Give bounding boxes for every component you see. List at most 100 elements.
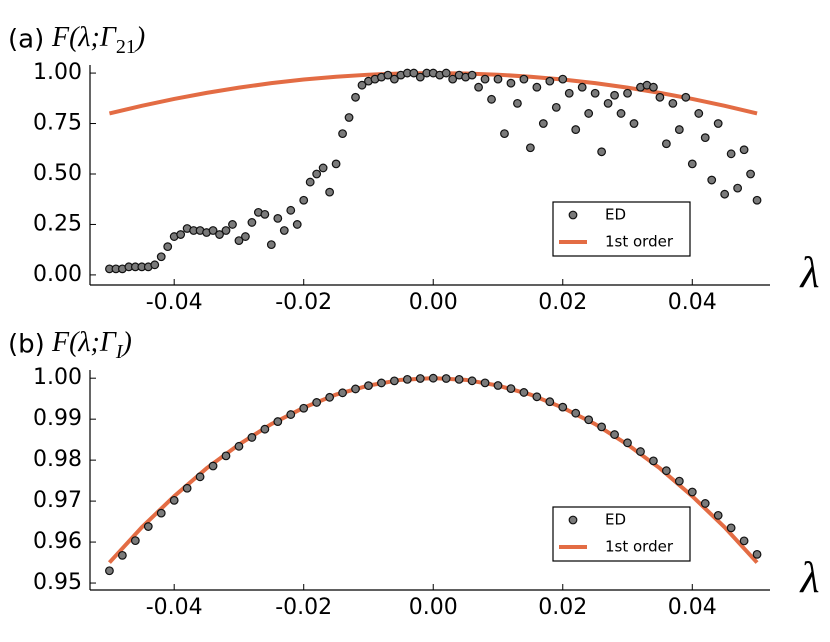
ed-point (299, 195, 309, 205)
ed-point (558, 74, 568, 84)
ed-point (273, 417, 283, 426)
ed-point (713, 510, 723, 520)
ed-point (221, 226, 231, 235)
ed-point (279, 226, 289, 235)
x-tick-label: -0.02 (275, 595, 332, 620)
panel-label: (b) (8, 330, 45, 360)
ed-point (733, 183, 743, 193)
ed-point (500, 129, 509, 139)
x-tick-label: 0.04 (668, 595, 717, 620)
ed-point (597, 147, 607, 157)
y-tick-label: 0.25 (33, 211, 82, 236)
legend-marker (568, 210, 578, 220)
x-tick-label: 0.04 (668, 290, 717, 315)
y-tick-label: 0.96 (33, 529, 82, 554)
ed-point (383, 70, 393, 80)
ed-point (402, 374, 412, 384)
ed-point (571, 408, 581, 418)
ed-point (377, 378, 386, 388)
ed-point (351, 384, 360, 394)
panel-label: (a) (8, 25, 44, 55)
ed-point (694, 109, 704, 118)
y-tick-label: 1.00 (33, 60, 82, 85)
ed-point (228, 220, 237, 229)
ed-point (344, 113, 354, 122)
ed-point (169, 495, 179, 505)
ed-point (389, 376, 399, 386)
title-part: ) (134, 22, 145, 53)
ed-point (117, 550, 127, 560)
ed-point (292, 220, 302, 229)
ed-point (441, 374, 451, 383)
panel-title: F(λ;ΓI) (51, 327, 132, 362)
ed-point (525, 143, 535, 153)
x-tick-label: 0.02 (538, 595, 587, 620)
ed-point (532, 392, 542, 402)
ed-point (325, 187, 335, 197)
ed-point (409, 68, 419, 78)
ed-point (195, 472, 205, 482)
ed-point (649, 456, 658, 466)
ed-point (532, 82, 542, 92)
legend-marker (568, 515, 578, 525)
ed-point (687, 487, 697, 497)
ed-point (616, 109, 626, 118)
y-tick-label: 1.00 (33, 365, 82, 390)
ed-point (480, 74, 490, 84)
ed-point (415, 374, 425, 383)
ed-point (415, 72, 425, 82)
ed-point (143, 522, 153, 531)
ed-point (597, 422, 607, 432)
ed-point (286, 205, 296, 215)
ed-point (247, 433, 257, 442)
y-tick-label: 0.98 (33, 447, 82, 472)
legend-label: 1st order (605, 538, 674, 556)
y-tick-label: 0.95 (33, 570, 82, 595)
ed-point (448, 74, 458, 84)
y-tick-label: 0.00 (33, 262, 82, 287)
ed-point (331, 159, 341, 169)
ed-point (571, 125, 581, 134)
title-part: ) (120, 327, 131, 358)
ed-point (584, 109, 594, 118)
ed-point (610, 430, 619, 439)
y-tick-label: 0.97 (33, 488, 82, 513)
x-tick-label: -0.04 (146, 595, 203, 620)
ed-point (312, 169, 322, 179)
y-tick-label: 0.50 (33, 161, 82, 186)
subplot: (b) F(λ;ΓI) 0.95 0.96 0.97 0.98 0.99 1.00 -0.04 -… (8, 327, 820, 620)
ed-point (299, 403, 309, 413)
ed-point (726, 523, 736, 533)
ed-point (551, 102, 561, 112)
ed-point (338, 129, 347, 139)
ed-point (273, 213, 283, 223)
ed-point (493, 74, 503, 84)
subplot: (a) F(λ;Γ21) 0.00 0.25 0.50 0.75 1.00 -0.04 -0.0… (8, 22, 820, 315)
ed-point (577, 82, 587, 92)
ed-point (163, 242, 173, 252)
ed-point (260, 424, 270, 434)
ed-point (558, 402, 568, 412)
ed-point (454, 374, 464, 384)
title-part: F(λ;Γ (51, 22, 117, 53)
ed-point (247, 218, 257, 227)
ed-point (519, 388, 529, 397)
x-axis-label: λ (798, 553, 819, 602)
ed-point (130, 536, 140, 546)
ed-point (564, 88, 574, 98)
ed-point (623, 438, 632, 448)
ed-point (215, 230, 224, 239)
ed-point (687, 159, 697, 169)
ed-point (545, 76, 555, 86)
ed-point (519, 74, 529, 84)
x-axis-label: λ (798, 248, 819, 297)
ed-point (674, 125, 684, 134)
ed-point (506, 78, 516, 88)
ed-point (700, 133, 710, 143)
ed-point (241, 232, 250, 241)
ed-point (467, 70, 477, 80)
ed-point (318, 163, 328, 173)
legend-label: ED (605, 511, 626, 529)
ed-point (720, 189, 730, 199)
